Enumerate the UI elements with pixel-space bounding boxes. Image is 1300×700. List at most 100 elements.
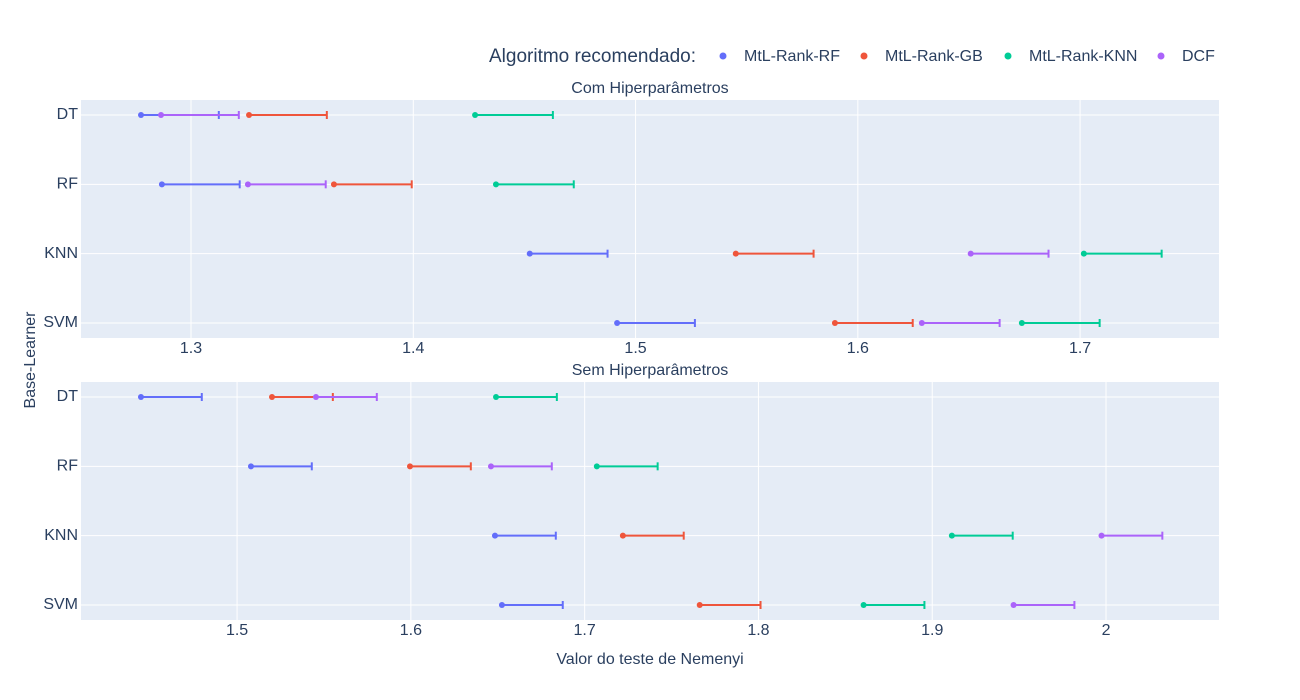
error-bar: [834, 319, 914, 327]
point: [1018, 320, 1025, 326]
y-axis-title: Base-Learner: [22, 311, 39, 409]
point: [491, 532, 498, 539]
error-bar: [247, 180, 327, 189]
x-tick-label: 1.4: [402, 340, 424, 357]
y-tick-label: SVM: [43, 596, 78, 613]
point: [1080, 250, 1087, 257]
point: [498, 602, 505, 608]
y-tick-label: RF: [57, 458, 79, 475]
error-bar: [699, 601, 762, 609]
point: [492, 181, 499, 188]
error-bar: [529, 249, 609, 258]
x-tick-label: 1.6: [847, 340, 869, 357]
error-bar: [970, 249, 1050, 258]
error-bar: [1083, 249, 1163, 258]
legend-label: MtL-Rank-KNN: [1029, 48, 1137, 65]
error-bar: [409, 462, 472, 471]
legend-label: MtL-Rank-RF: [744, 48, 840, 65]
error-bar: [863, 601, 926, 609]
x-axis-title: Valor do teste de Nemenyi: [556, 651, 743, 668]
error-bar: [490, 462, 553, 471]
point: [493, 394, 500, 400]
point: [158, 112, 165, 118]
error-bar: [496, 393, 558, 401]
error-bar: [622, 531, 685, 540]
y-tick-label: SVM: [43, 314, 78, 331]
error-bar: [250, 462, 313, 471]
point: [268, 394, 275, 400]
error-bar: [921, 319, 1001, 327]
error-bar: [315, 393, 378, 401]
point: [330, 181, 337, 188]
point: [948, 532, 955, 539]
point: [472, 112, 479, 118]
legend-item[interactable]: MtL-Rank-RF: [719, 48, 841, 65]
error-bar: [951, 531, 1014, 540]
y-tick-label: DT: [57, 106, 79, 123]
point: [246, 112, 253, 118]
x-tick-label: 1.7: [1069, 340, 1091, 357]
y-tick-label: RF: [57, 176, 79, 193]
point: [918, 320, 925, 326]
point: [831, 320, 838, 326]
error-bar: [475, 111, 554, 119]
point: [1010, 602, 1017, 608]
error-bar: [140, 393, 203, 401]
point: [593, 463, 600, 470]
legend-item[interactable]: MtL-Rank-KNN: [1004, 48, 1138, 65]
plot-background: [81, 100, 1219, 338]
legend-label: DCF: [1182, 48, 1215, 65]
error-bar: [494, 531, 557, 540]
point: [732, 250, 739, 257]
legend-marker: [719, 52, 727, 60]
error-bar: [1101, 531, 1164, 540]
point: [967, 250, 974, 257]
point: [137, 394, 144, 400]
subplot-title: Com Hiperparâmetros: [571, 80, 728, 97]
error-bar: [161, 111, 240, 119]
error-bar: [1013, 601, 1076, 609]
legend-label: MtL-Rank-GB: [885, 48, 983, 65]
x-tick-label: 1.3: [180, 340, 202, 357]
plot-background: [81, 382, 1219, 620]
x-tick-label: 1.6: [400, 622, 422, 639]
legend-marker: [1157, 52, 1165, 60]
error-bar: [1021, 319, 1101, 327]
x-tick-label: 2: [1102, 622, 1111, 639]
error-bar: [333, 180, 413, 189]
y-tick-label: DT: [57, 388, 79, 405]
x-tick-label: 1.7: [574, 622, 596, 639]
error-bar: [249, 111, 328, 119]
point: [158, 181, 165, 188]
error-bar: [501, 601, 564, 609]
error-bar: [596, 462, 659, 471]
point: [138, 112, 145, 118]
error-bar: [617, 319, 696, 327]
error-bar: [735, 249, 815, 258]
point: [860, 602, 867, 608]
x-tick-label: 1.5: [226, 622, 248, 639]
x-tick-label: 1.5: [624, 340, 646, 357]
legend-item[interactable]: DCF: [1157, 48, 1216, 65]
x-tick-label: 1.9: [921, 622, 943, 639]
point: [406, 463, 413, 470]
point: [526, 250, 533, 257]
legend-marker: [1004, 52, 1012, 60]
error-bar: [495, 180, 575, 189]
point: [614, 320, 621, 326]
point: [1098, 532, 1105, 539]
legend-item[interactable]: MtL-Rank-GB: [860, 48, 983, 65]
error-bar: [161, 180, 241, 189]
point: [696, 602, 703, 608]
point: [487, 463, 494, 470]
y-tick-label: KNN: [44, 245, 78, 262]
point: [312, 394, 319, 400]
point: [247, 463, 254, 470]
point: [619, 532, 626, 539]
legend-title: Algoritmo recomendado:: [489, 46, 696, 67]
legend-marker: [860, 52, 868, 60]
y-tick-label: KNN: [44, 527, 78, 544]
point: [244, 181, 251, 188]
